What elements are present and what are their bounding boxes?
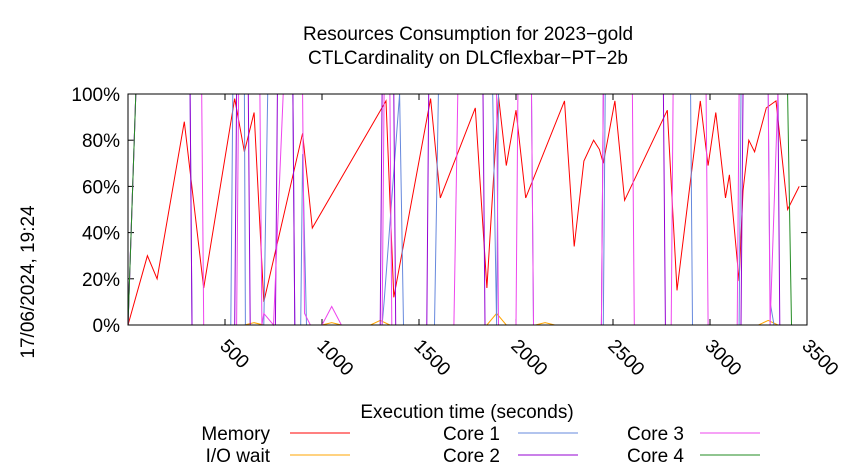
y-tick-label: 40% bbox=[82, 224, 120, 245]
timestamp-label: 17/06/2024, 19:24 bbox=[18, 205, 39, 359]
series-line-core-1 bbox=[127, 93, 800, 326]
x-tick-label: 3500 bbox=[797, 336, 842, 381]
series-line-core-4 bbox=[127, 93, 800, 326]
legend-label-i-o-wait: I/O wait bbox=[206, 446, 271, 467]
plot-frame bbox=[127, 93, 808, 326]
y-tick-label: 100% bbox=[71, 85, 120, 106]
x-tick-label: 1000 bbox=[312, 336, 357, 381]
x-tick-label: 500 bbox=[215, 336, 252, 373]
series-line-i-o-wait bbox=[128, 312, 800, 326]
x-axis-label: Execution time (seconds) bbox=[360, 402, 573, 423]
y-tick-label: 0% bbox=[93, 316, 121, 337]
y-tick-label: 80% bbox=[82, 131, 120, 152]
x-axis: 500 1000 1500 2000 2500 3000 3500 bbox=[215, 94, 842, 380]
chart-title: Resources Consumption for 2023−gold bbox=[303, 24, 633, 45]
y-axis: 0% 20% 40% 60% 80% 100% bbox=[71, 85, 807, 337]
legend-label-core-3: Core 3 bbox=[627, 424, 684, 445]
x-tick-label: 2000 bbox=[506, 336, 551, 381]
x-tick-label: 2500 bbox=[603, 336, 648, 381]
x-tick-label: 3000 bbox=[700, 336, 745, 381]
legend-label-core-1: Core 1 bbox=[443, 424, 500, 445]
series-layer bbox=[127, 93, 800, 327]
legend-label-core-4: Core 4 bbox=[627, 446, 684, 467]
series-line-core-3 bbox=[127, 93, 800, 327]
y-tick-label: 20% bbox=[82, 270, 120, 291]
x-tick-label: 1500 bbox=[409, 336, 454, 381]
series-line-memory bbox=[127, 96, 800, 326]
series-line-core-2 bbox=[127, 93, 800, 326]
y-tick-label: 60% bbox=[82, 177, 120, 198]
legend-label-memory: Memory bbox=[201, 424, 270, 445]
legend-label-core-2: Core 2 bbox=[443, 446, 500, 467]
chart-subtitle: CTLCardinality on DLCflexbar−PT−2b bbox=[308, 48, 628, 69]
